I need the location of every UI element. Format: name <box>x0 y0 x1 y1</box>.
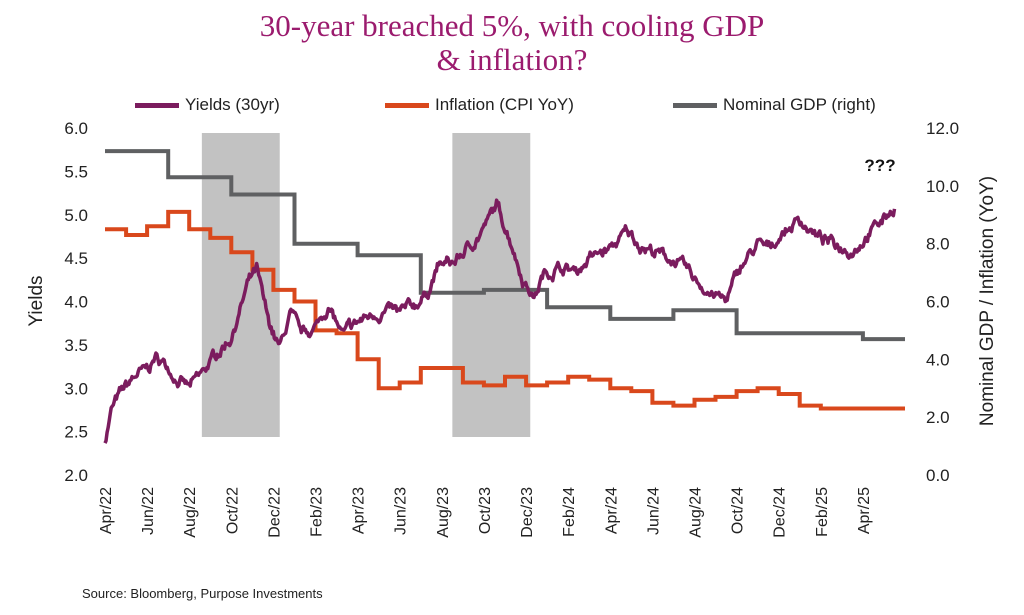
shaded-period-2 <box>452 133 531 437</box>
x-tick-label: Jun/23 <box>393 487 410 535</box>
y-right-tick-label: 12.0 <box>926 119 959 138</box>
series-line-inflation <box>105 209 905 411</box>
x-tick-label: Aug/24 <box>687 487 704 538</box>
legend-label-inflation: Inflation (CPI YoY) <box>435 95 574 114</box>
y-left-tick-label: 4.5 <box>64 249 88 268</box>
x-tick-label: Oct/23 <box>477 487 494 534</box>
chart-title-line-1: 30-year breached 5%, with cooling GDP <box>259 8 765 43</box>
y-right-tick-label: 8.0 <box>926 235 950 254</box>
legend-item-inflation: Inflation (CPI YoY) <box>385 93 574 117</box>
x-tick-label: Dec/22 <box>266 487 283 538</box>
x-tick-label: Dec/24 <box>772 487 789 538</box>
legend-item-yields: Yields (30yr) <box>135 93 280 117</box>
y-left-tick-label: 4.0 <box>64 293 88 312</box>
x-tick-label: Jun/22 <box>140 487 157 535</box>
x-tick-label: Apr/24 <box>603 487 620 534</box>
y-right-tick-label: 2.0 <box>926 408 950 427</box>
x-tick-label: Feb/23 <box>309 487 326 537</box>
x-tick-label: Apr/25 <box>856 487 873 534</box>
y-right-axis-label: Nominal GDP / Inflation (YoY) <box>977 176 998 426</box>
x-tick-label: Aug/22 <box>182 487 199 538</box>
legend-label-gdp: Nominal GDP (right) <box>723 95 876 114</box>
x-tick-label: Jun/24 <box>645 487 662 535</box>
y-left-tick-label: 6.0 <box>64 119 88 138</box>
y-right-tick-label: 6.0 <box>926 293 950 312</box>
y-left-tick-label: 2.0 <box>64 466 88 485</box>
x-tick-label: Apr/23 <box>351 487 368 534</box>
x-tick-label: Dec/23 <box>519 487 536 538</box>
y-left-tick-label: 2.5 <box>64 423 88 442</box>
series-line-nominal-gdp <box>105 149 905 342</box>
y-left-axis-label: Yields <box>26 275 47 326</box>
y-left-tick-label: 5.0 <box>64 206 88 225</box>
y-left-tick-label: 5.5 <box>64 162 88 181</box>
chart-title-line-2: & inflation? <box>436 42 588 77</box>
legend-swatch-gdp <box>673 102 717 108</box>
y-right-tick-label: 4.0 <box>926 350 950 369</box>
x-tick-label: Aug/23 <box>435 487 452 538</box>
shaded-period-1 <box>201 133 280 437</box>
x-tick-label: Apr/22 <box>98 487 115 534</box>
y-right-tick-label: 0.0 <box>926 466 950 485</box>
y-right-tick-label: 10.0 <box>926 177 959 196</box>
legend-label-yields: Yields (30yr) <box>185 95 280 114</box>
y-left-tick-label: 3.5 <box>64 336 88 355</box>
legend-swatch-yields <box>135 102 179 108</box>
source-note: Source: Bloomberg, Purpose Investments <box>82 586 323 601</box>
legend-item-gdp: Nominal GDP (right) <box>673 93 876 117</box>
legend-swatch-inflation <box>385 102 429 108</box>
y-left-tick-label: 3.0 <box>64 379 88 398</box>
series-line-yields <box>103 198 897 444</box>
x-tick-label: Feb/24 <box>561 487 578 537</box>
x-tick-label: Oct/22 <box>224 487 241 534</box>
x-tick-label: Oct/24 <box>730 487 747 534</box>
x-tick-label: Feb/25 <box>814 487 831 537</box>
annotation-question-marks: ??? <box>864 156 895 175</box>
